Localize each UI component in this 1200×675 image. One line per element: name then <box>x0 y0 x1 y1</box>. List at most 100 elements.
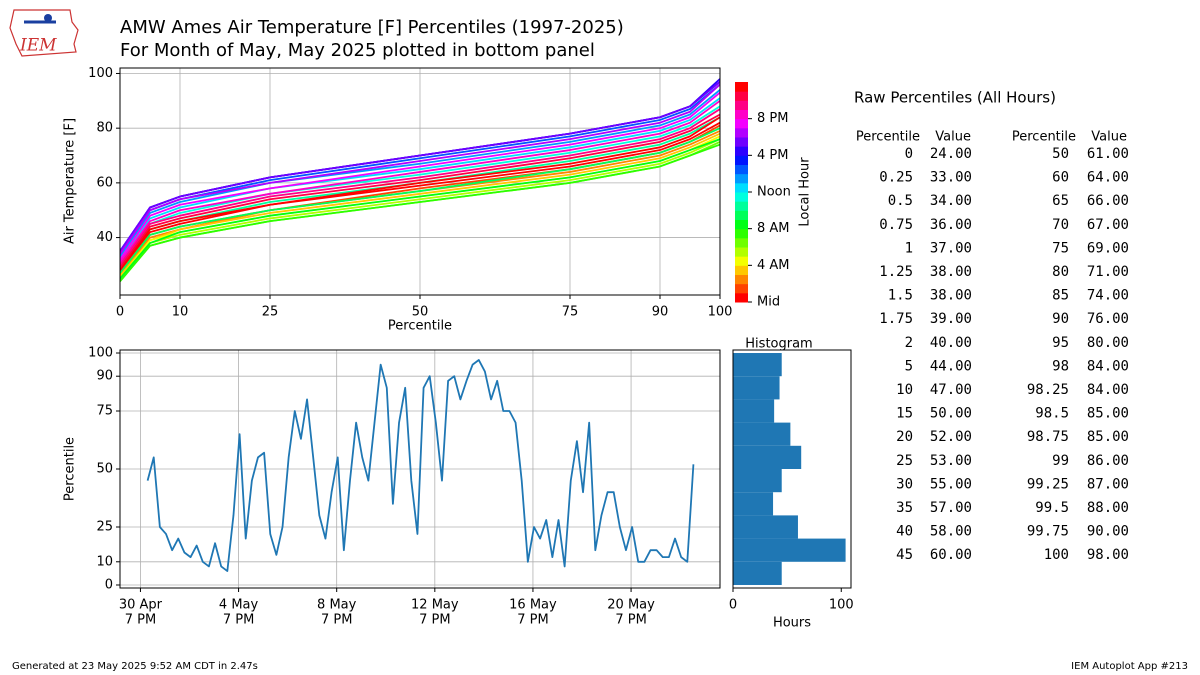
footer-left: Generated at 23 May 2025 9:52 AM CDT in … <box>12 661 258 672</box>
table-cell: 33.00 <box>930 170 972 186</box>
table-cell: 67.00 <box>1087 217 1129 233</box>
colorbar-segment <box>735 292 748 303</box>
table-cell: 70 <box>1052 217 1069 233</box>
table-cell: 0.75 <box>879 217 913 233</box>
table-cell: 98.25 <box>1027 382 1069 398</box>
colorbar-segment <box>735 109 748 120</box>
table-cell: 35 <box>896 500 913 516</box>
colorbar-segment <box>735 182 748 193</box>
data-line <box>120 116 720 271</box>
table-cell: 75 <box>1052 240 1069 256</box>
data-line <box>120 143 720 282</box>
logo-dot <box>44 14 52 22</box>
histogram-bar <box>733 561 782 585</box>
x-tick-label: 7 PM <box>517 613 548 628</box>
x-axis-label: Percentile <box>388 319 452 334</box>
histogram-bar <box>733 399 775 423</box>
colorbar-segment <box>735 127 748 138</box>
histogram-bar <box>733 538 846 562</box>
table-cell: 87.00 <box>1087 476 1129 492</box>
table-cell: 2 <box>905 335 913 351</box>
logo: IEM <box>9 9 79 57</box>
table-cell: 90 <box>1052 311 1069 327</box>
colorbar-tick-label: 8 AM <box>757 221 790 236</box>
table-cell: 86.00 <box>1087 453 1129 469</box>
table-cell: 57.00 <box>930 500 972 516</box>
x-tick-label: 7 PM <box>419 613 450 628</box>
colorbar-segment <box>735 82 748 92</box>
table-cell: 84.00 <box>1087 358 1129 374</box>
x-tick-label: 0 <box>116 305 124 320</box>
table-cell: 0 <box>905 146 913 162</box>
x-tick-label: 12 May <box>411 598 459 613</box>
y-tick-label: 0 <box>105 577 113 592</box>
colorbar-segment <box>735 219 748 230</box>
x-tick-label: 0 <box>729 598 737 613</box>
colorbar-segment <box>735 265 748 275</box>
table-header: Percentile <box>1012 130 1076 145</box>
table-cell: 100 <box>1044 547 1069 563</box>
y-tick-label: 90 <box>96 369 113 384</box>
table-cell: 65 <box>1052 193 1069 209</box>
colorbar-segment <box>735 247 748 257</box>
table-cell: 1.5 <box>888 288 913 304</box>
table-cell: 24.00 <box>930 146 972 162</box>
table-cell: 74.00 <box>1087 288 1129 304</box>
table-cell: 20 <box>896 429 913 445</box>
x-tick-label: 50 <box>412 305 429 320</box>
colorbar-segment <box>735 237 748 248</box>
colorbar-segment <box>735 210 748 220</box>
table-cell: 66.00 <box>1087 193 1129 209</box>
logo-text: IEM <box>19 36 57 56</box>
colorbar-tick-label: Mid <box>757 295 780 310</box>
table-cell: 25 <box>896 453 913 469</box>
colorbar-segment <box>735 118 748 129</box>
x-tick-label: 30 Apr <box>119 598 163 613</box>
colorbar-segment <box>735 164 748 175</box>
x-tick-label: 100 <box>708 305 733 320</box>
data-line <box>120 138 720 280</box>
x-tick-label: 10 <box>172 305 189 320</box>
colorbar-tick-label: 4 PM <box>757 148 788 163</box>
axes-frame <box>119 67 721 296</box>
colorbar-segment <box>735 192 748 202</box>
table-cell: 58.00 <box>930 524 972 540</box>
x-tick-label: 16 May <box>509 598 557 613</box>
table-cell: 85.00 <box>1087 406 1129 422</box>
x-tick-label: 25 <box>262 305 279 320</box>
data-line <box>120 113 720 269</box>
table-cell: 38.00 <box>930 264 972 280</box>
x-tick-label: 90 <box>652 305 669 320</box>
table-cell: 39.00 <box>930 311 972 327</box>
data-line <box>120 80 720 252</box>
table-cell: 38.00 <box>930 288 972 304</box>
chart-subtitle: For Month of May, May 2025 plotted in bo… <box>120 40 595 61</box>
x-tick-label: 8 May <box>317 598 357 613</box>
x-tick-label: 20 May <box>607 598 655 613</box>
y-tick-label: 60 <box>96 175 113 190</box>
histogram-bar <box>733 445 802 469</box>
table-header: Value <box>935 130 971 145</box>
colorbar-segment <box>735 155 748 165</box>
colorbar-segment <box>735 274 748 285</box>
colorbar-segment <box>735 146 748 156</box>
table-cell: 45 <box>896 547 913 563</box>
y-tick-label: 75 <box>96 404 113 419</box>
chart-title: AMW Ames Air Temperature [F] Percentiles… <box>120 17 624 38</box>
table-cell: 44.00 <box>930 358 972 374</box>
y-tick-label: 25 <box>96 519 113 534</box>
table-cell: 99.25 <box>1027 476 1069 492</box>
colorbar-tick-label: 4 AM <box>757 258 790 273</box>
table-cell: 98.75 <box>1027 429 1069 445</box>
table-cell: 47.00 <box>930 382 972 398</box>
axes-frame <box>119 349 721 589</box>
table-cell: 90.00 <box>1087 524 1129 540</box>
x-tick-label: 7 PM <box>125 613 156 628</box>
table-cell: 80.00 <box>1087 335 1129 351</box>
data-line <box>146 359 695 572</box>
x-tick-label: 7 PM <box>321 613 352 628</box>
y-tick-label: 50 <box>96 462 113 477</box>
data-line <box>120 83 720 255</box>
